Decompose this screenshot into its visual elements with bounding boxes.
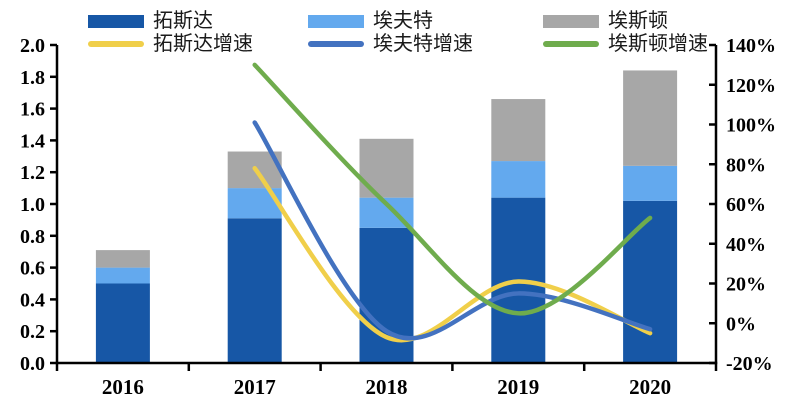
bar-segment-2020-s2 — [623, 70, 678, 166]
legend-label-efort-growth: 埃夫特增速 — [373, 33, 473, 55]
legend-row-lines: 拓斯达增速 埃夫特增速 埃斯顿增速 — [0, 32, 800, 56]
legend-item-estun-growth: 埃斯顿增速 — [543, 32, 708, 56]
x-axis-label: 2017 — [234, 375, 276, 399]
right-axis-label: 120% — [726, 75, 776, 97]
x-axis-label: 2016 — [102, 375, 144, 399]
efort-growth-line-swatch-icon — [308, 41, 364, 47]
topstar-bar-swatch-icon — [88, 14, 144, 28]
x-axis-label: 2020 — [629, 375, 671, 399]
left-axis-label: 1.4 — [20, 130, 45, 152]
right-axis-label: 140% — [726, 35, 776, 57]
right-axis-label: 60% — [726, 194, 766, 216]
legend-label-topstar-growth: 拓斯达增速 — [153, 33, 253, 55]
bar-segment-2018-s0 — [359, 227, 414, 363]
bar-segment-2017-s0 — [227, 218, 282, 363]
left-axis-label: 0.2 — [20, 321, 45, 343]
left-axis-label: 2.0 — [20, 35, 45, 57]
left-axis-label: 1.8 — [20, 67, 45, 89]
bar-segment-2016-s0 — [95, 283, 150, 363]
growth-line-s0 — [252, 165, 653, 343]
left-axis-label: 1.2 — [20, 162, 45, 184]
left-axis-label: 0.8 — [20, 226, 45, 248]
efort-bar-swatch-icon — [308, 14, 364, 28]
bar-segment-2019-s1 — [491, 161, 546, 198]
legend-item-estun: 埃斯顿 — [543, 9, 668, 33]
left-axis-label: 0.4 — [20, 289, 45, 311]
right-axis-label: 100% — [726, 115, 776, 137]
legend-item-efort: 埃夫特 — [308, 9, 433, 33]
estun-growth-line-swatch-icon — [543, 41, 599, 47]
left-axis-label: 0.6 — [20, 258, 45, 280]
legend-label-topstar: 拓斯达 — [153, 10, 213, 32]
bar-segment-2016-s2 — [95, 250, 150, 268]
legend-item-topstar: 拓斯达 — [88, 9, 213, 33]
left-axis-label: 1.6 — [20, 99, 45, 121]
legend-label-estun-growth: 埃斯顿增速 — [608, 33, 708, 55]
legend-label-efort: 埃夫特 — [373, 10, 433, 32]
bar-segment-2016-s1 — [95, 267, 150, 284]
growth-line-s2 — [252, 62, 653, 316]
left-axis-label: 0.0 — [20, 353, 45, 375]
bar-segment-2020-s0 — [623, 200, 678, 363]
right-axis-label: 20% — [726, 274, 766, 296]
topstar-growth-line-swatch-icon — [88, 41, 144, 47]
bar-segment-2020-s1 — [623, 165, 678, 201]
bar-segment-2019-s2 — [491, 99, 546, 162]
legend-item-efort-growth: 埃夫特增速 — [308, 32, 473, 56]
right-axis-label: 80% — [726, 154, 766, 176]
x-axis-label: 2018 — [366, 375, 408, 399]
legend-item-topstar-growth: 拓斯达增速 — [88, 32, 253, 56]
legend-label-estun: 埃斯顿 — [608, 10, 668, 32]
right-axis-label: -20% — [726, 353, 773, 375]
left-axis-label: 1.0 — [20, 194, 45, 216]
legend-row-bars: 拓斯达 埃夫特 埃斯顿 — [0, 9, 800, 33]
chart-legend: 拓斯达 埃夫特 埃斯顿 拓斯达增速 埃夫特增速 埃斯顿增速 — [0, 0, 800, 56]
right-axis-label: 0% — [726, 313, 756, 335]
x-axis-label: 2019 — [497, 375, 539, 399]
estun-bar-swatch-icon — [543, 14, 599, 28]
growth-line-s1 — [252, 120, 653, 341]
right-axis-label: 40% — [726, 234, 766, 256]
bar-segment-2018-s2 — [359, 138, 414, 198]
